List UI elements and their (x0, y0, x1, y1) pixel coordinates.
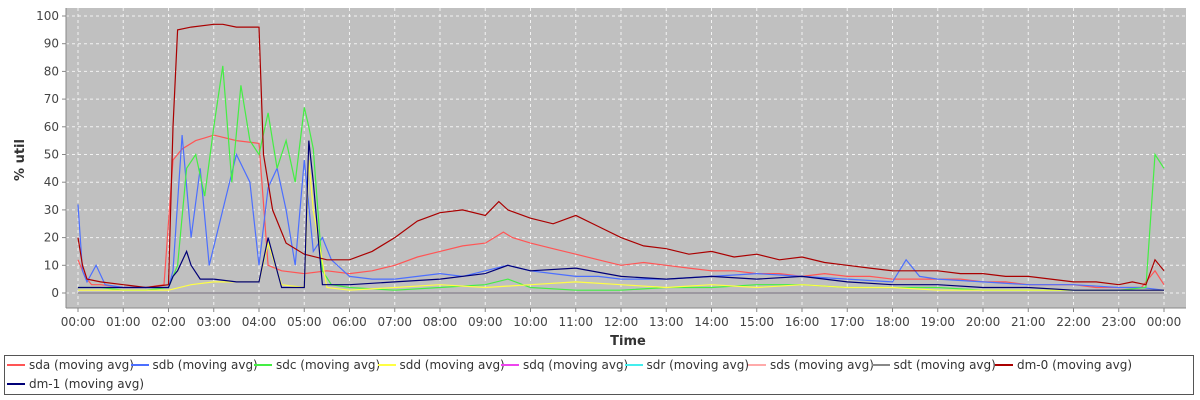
x-tick-label: 03:00 (196, 315, 231, 329)
legend-swatch (377, 364, 396, 366)
axes (65, 8, 1186, 309)
y-tick-label: 80 (44, 64, 59, 78)
legend-item: sdd (moving avg) (377, 357, 505, 373)
y-tick-labels: 0 10 20 30 40 50 60 70 80 90 100 (36, 9, 66, 300)
chart-svg: 0 10 20 30 40 50 60 70 80 90 100 00:00 01:00 02:00 03… (13, 8, 1186, 349)
legend-item: sds (moving avg) (748, 357, 874, 373)
y-tick-label: 40 (44, 175, 59, 189)
y-tick-label: 0 (51, 286, 59, 300)
x-tick-label: 08:00 (423, 315, 458, 329)
x-tick-label: 02:00 (151, 315, 186, 329)
legend-swatch (501, 364, 519, 366)
y-tick-label: 10 (44, 258, 59, 272)
legend-label: dm-1 (moving avg) (29, 377, 145, 391)
series-line-8 (77, 23, 1165, 289)
legend-label: sda (moving avg) (29, 358, 134, 372)
x-tick-label: 22:00 (1056, 315, 1091, 329)
legend-swatch (130, 364, 149, 366)
x-tick-label: 16:00 (785, 315, 820, 329)
x-tick-label: 05:00 (287, 315, 322, 329)
x-tick-label: 15:00 (739, 315, 774, 329)
legend-label: sdt (moving avg) (893, 358, 996, 372)
legend-item: dm-1 (moving avg) (7, 376, 144, 392)
series-lines (77, 23, 1165, 294)
y-tick-label: 50 (44, 148, 59, 162)
plot-area (66, 8, 1186, 308)
legend: sda (moving avg) sdb (moving avg) sdc (mov… (4, 355, 1194, 395)
legend-label: dm-0 (moving avg) (1017, 358, 1133, 372)
x-tick-label: 04:00 (242, 315, 277, 329)
legend-swatch (254, 364, 272, 366)
legend-item: sda (moving avg) (7, 357, 134, 373)
x-tick-label: 19:00 (920, 315, 955, 329)
x-tick-label: 00:00 (1147, 315, 1182, 329)
x-tick-label: 10:00 (513, 315, 548, 329)
legend-item: dm-0 (moving avg) (995, 357, 1132, 373)
legend-item: sdt (moving avg) (871, 357, 996, 373)
legend-swatch (995, 364, 1013, 366)
y-tick-label: 30 (44, 203, 59, 217)
legend-swatch (748, 364, 766, 366)
x-tick-label: 17:00 (830, 315, 865, 329)
y-tick-label: 20 (44, 231, 59, 245)
legend-item: sdq (moving avg) (501, 357, 628, 373)
x-tick-label: 11:00 (558, 315, 593, 329)
y-tick-label: 70 (44, 92, 59, 106)
legend-swatch (7, 383, 25, 385)
x-tick-label: 13:00 (649, 315, 684, 329)
x-tick-labels: 00:00 01:00 02:00 03:00 04:00 05:00 06:00 07:00… (61, 308, 1182, 329)
x-tick-label: 12:00 (604, 315, 639, 329)
y-tick-label: 100 (36, 9, 59, 23)
x-tick-label: 23:00 (1101, 315, 1136, 329)
x-tick-label: 00:00 (61, 315, 96, 329)
x-tick-label: 06:00 (332, 315, 367, 329)
x-axis-title: Time (610, 334, 646, 349)
y-tick-label: 60 (44, 120, 59, 134)
legend-swatch (871, 364, 890, 366)
series-line-9 (78, 140, 1164, 291)
x-tick-label: 18:00 (875, 315, 910, 329)
legend-label: sdq (moving avg) (523, 358, 629, 372)
y-axis-title: % util (13, 139, 28, 181)
x-tick-label: 21:00 (1011, 315, 1046, 329)
legend-item: sdb (moving avg) (130, 357, 258, 373)
legend-label: sdb (moving avg) (152, 358, 258, 372)
x-tick-label: 01:00 (106, 315, 141, 329)
legend-label: sdd (moving avg) (399, 358, 505, 372)
legend-label: sds (moving avg) (770, 358, 874, 372)
legend-swatch (7, 364, 25, 366)
y-tick-label: 90 (44, 37, 59, 51)
legend-item: sdr (moving avg) (624, 357, 750, 373)
x-tick-label: 14:00 (694, 315, 729, 329)
legend-label: sdc (moving avg) (276, 358, 381, 372)
plot-background (66, 8, 1186, 308)
series-line-2 (78, 65, 1165, 291)
x-tick-label: 09:00 (468, 315, 503, 329)
series-line-1 (77, 135, 1165, 291)
legend-swatch (624, 364, 643, 366)
legend-item: sdc (moving avg) (254, 357, 380, 373)
x-tick-label: 20:00 (966, 315, 1001, 329)
x-tick-label: 07:00 (377, 315, 412, 329)
legend-label: sdr (moving avg) (646, 358, 750, 372)
